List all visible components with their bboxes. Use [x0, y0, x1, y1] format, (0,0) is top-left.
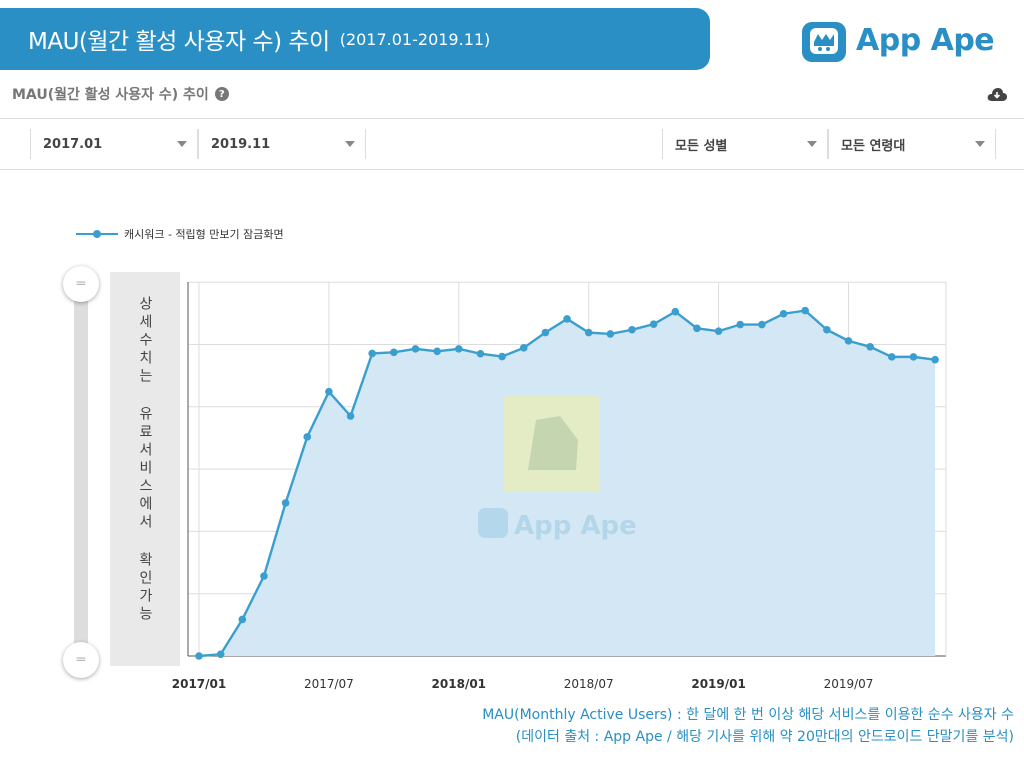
data-point[interactable] [390, 348, 398, 357]
data-point[interactable] [888, 353, 896, 361]
start-month-value: 2017.01 [43, 136, 103, 152]
range-slider-handle-top[interactable]: ═ [63, 266, 99, 302]
data-point[interactable] [671, 307, 680, 316]
data-point[interactable] [714, 327, 723, 335]
x-tick-label: 2017/01 [172, 677, 226, 691]
chevron-down-icon [975, 141, 985, 147]
footnote-source: (데이터 출처 : App Ape / 해당 기사를 위해 약 20만대의 안드… [515, 729, 1014, 745]
banner-title: MAU(월간 활성 사용자 수) 추이 [28, 29, 330, 55]
data-point[interactable] [411, 345, 420, 353]
data-point[interactable] [303, 433, 312, 441]
data-point[interactable] [346, 412, 355, 420]
age-select[interactable]: 모든 연령대 [828, 129, 996, 159]
data-point[interactable] [433, 347, 441, 356]
chevron-down-icon [345, 141, 355, 147]
data-point[interactable] [195, 652, 203, 660]
data-point[interactable] [628, 325, 636, 334]
x-tick-label: 2018/01 [432, 677, 486, 691]
age-value: 모든 연령대 [841, 138, 906, 154]
data-point[interactable] [606, 330, 615, 338]
footnote-definition: MAU(Monthly Active Users) : 한 달에 한 번 이상 … [482, 707, 1014, 723]
gender-value: 모든 성별 [675, 138, 728, 154]
app-ape-logo-icon [802, 22, 846, 62]
data-point[interactable] [476, 349, 485, 358]
data-point[interactable] [541, 328, 550, 337]
data-point[interactable] [758, 320, 766, 329]
data-point[interactable] [455, 345, 463, 353]
header-banner: MAU(월간 활성 사용자 수) 추이 (2017.01-2019.11) [0, 8, 710, 70]
data-point[interactable] [238, 615, 247, 624]
x-tick-label: 2019/07 [824, 677, 874, 691]
chevron-down-icon [177, 141, 187, 147]
app-ape-logo: App Ape [800, 12, 1010, 68]
data-point[interactable] [325, 387, 333, 396]
app-ape-watermark: App Ape [478, 396, 637, 541]
start-month-select[interactable]: 2017.01 [30, 129, 198, 159]
x-tick-label: 2019/01 [691, 677, 745, 691]
data-point[interactable] [844, 337, 853, 345]
svg-text:App Ape: App Ape [514, 511, 637, 541]
data-point[interactable] [866, 342, 874, 351]
data-point[interactable] [931, 355, 939, 364]
data-point[interactable] [368, 349, 377, 358]
chevron-down-icon [807, 141, 817, 147]
range-slider-track[interactable] [74, 282, 88, 662]
data-point[interactable] [779, 309, 788, 318]
detail-values-note: 상세수치는 유료서비스에서 확인가능 [110, 272, 180, 666]
mau-chart: 캐시워크 - 적립형 만보기 잠금화면 App Ape 2017/01 2017/… [76, 228, 947, 691]
logo-text: App Ape [856, 22, 995, 58]
detail-values-note-text: 상세수치는 유료서비스에서 확인가능 [137, 296, 153, 624]
question-circle-icon[interactable]: ? [214, 87, 229, 101]
data-point[interactable] [823, 325, 831, 334]
chart-legend[interactable]: 캐시워크 - 적립형 만보기 잠금화면 [76, 228, 284, 241]
range-slider-handle-bottom[interactable]: ═ [63, 642, 99, 678]
data-point[interactable] [498, 352, 506, 361]
filter-bar: 2017.01 2019.11 모든 성별 모든 연령대 [0, 118, 1024, 170]
data-point[interactable] [281, 499, 290, 507]
data-point[interactable] [649, 320, 658, 328]
data-point[interactable] [563, 315, 571, 323]
gender-select[interactable]: 모든 성별 [662, 129, 828, 159]
x-tick-label: 2017/07 [304, 677, 354, 691]
data-point[interactable] [519, 344, 528, 352]
data-point[interactable] [736, 320, 745, 329]
section-title: MAU(월간 활성 사용자 수) 추이 ? [12, 84, 229, 104]
data-point[interactable] [909, 353, 918, 361]
cloud-download-icon[interactable] [986, 86, 1008, 102]
data-point[interactable] [216, 650, 225, 659]
end-month-select[interactable]: 2019.11 [198, 129, 366, 159]
series-points [195, 306, 939, 660]
data-point[interactable] [801, 306, 809, 315]
x-tick-label: 2018/07 [564, 677, 614, 691]
x-axis-ticks: 2017/01 2017/07 2018/01 2018/07 2019/01 2019/… [172, 677, 874, 691]
end-month-value: 2019.11 [211, 136, 271, 152]
data-point[interactable] [693, 324, 701, 333]
legend-label: 캐시워크 - 적립형 만보기 잠금화면 [124, 228, 284, 241]
banner-subtitle: (2017.01-2019.11) [339, 29, 491, 49]
data-point[interactable] [260, 572, 268, 580]
section-title-text: MAU(월간 활성 사용자 수) 추이 [12, 87, 209, 103]
data-point[interactable] [584, 328, 593, 337]
